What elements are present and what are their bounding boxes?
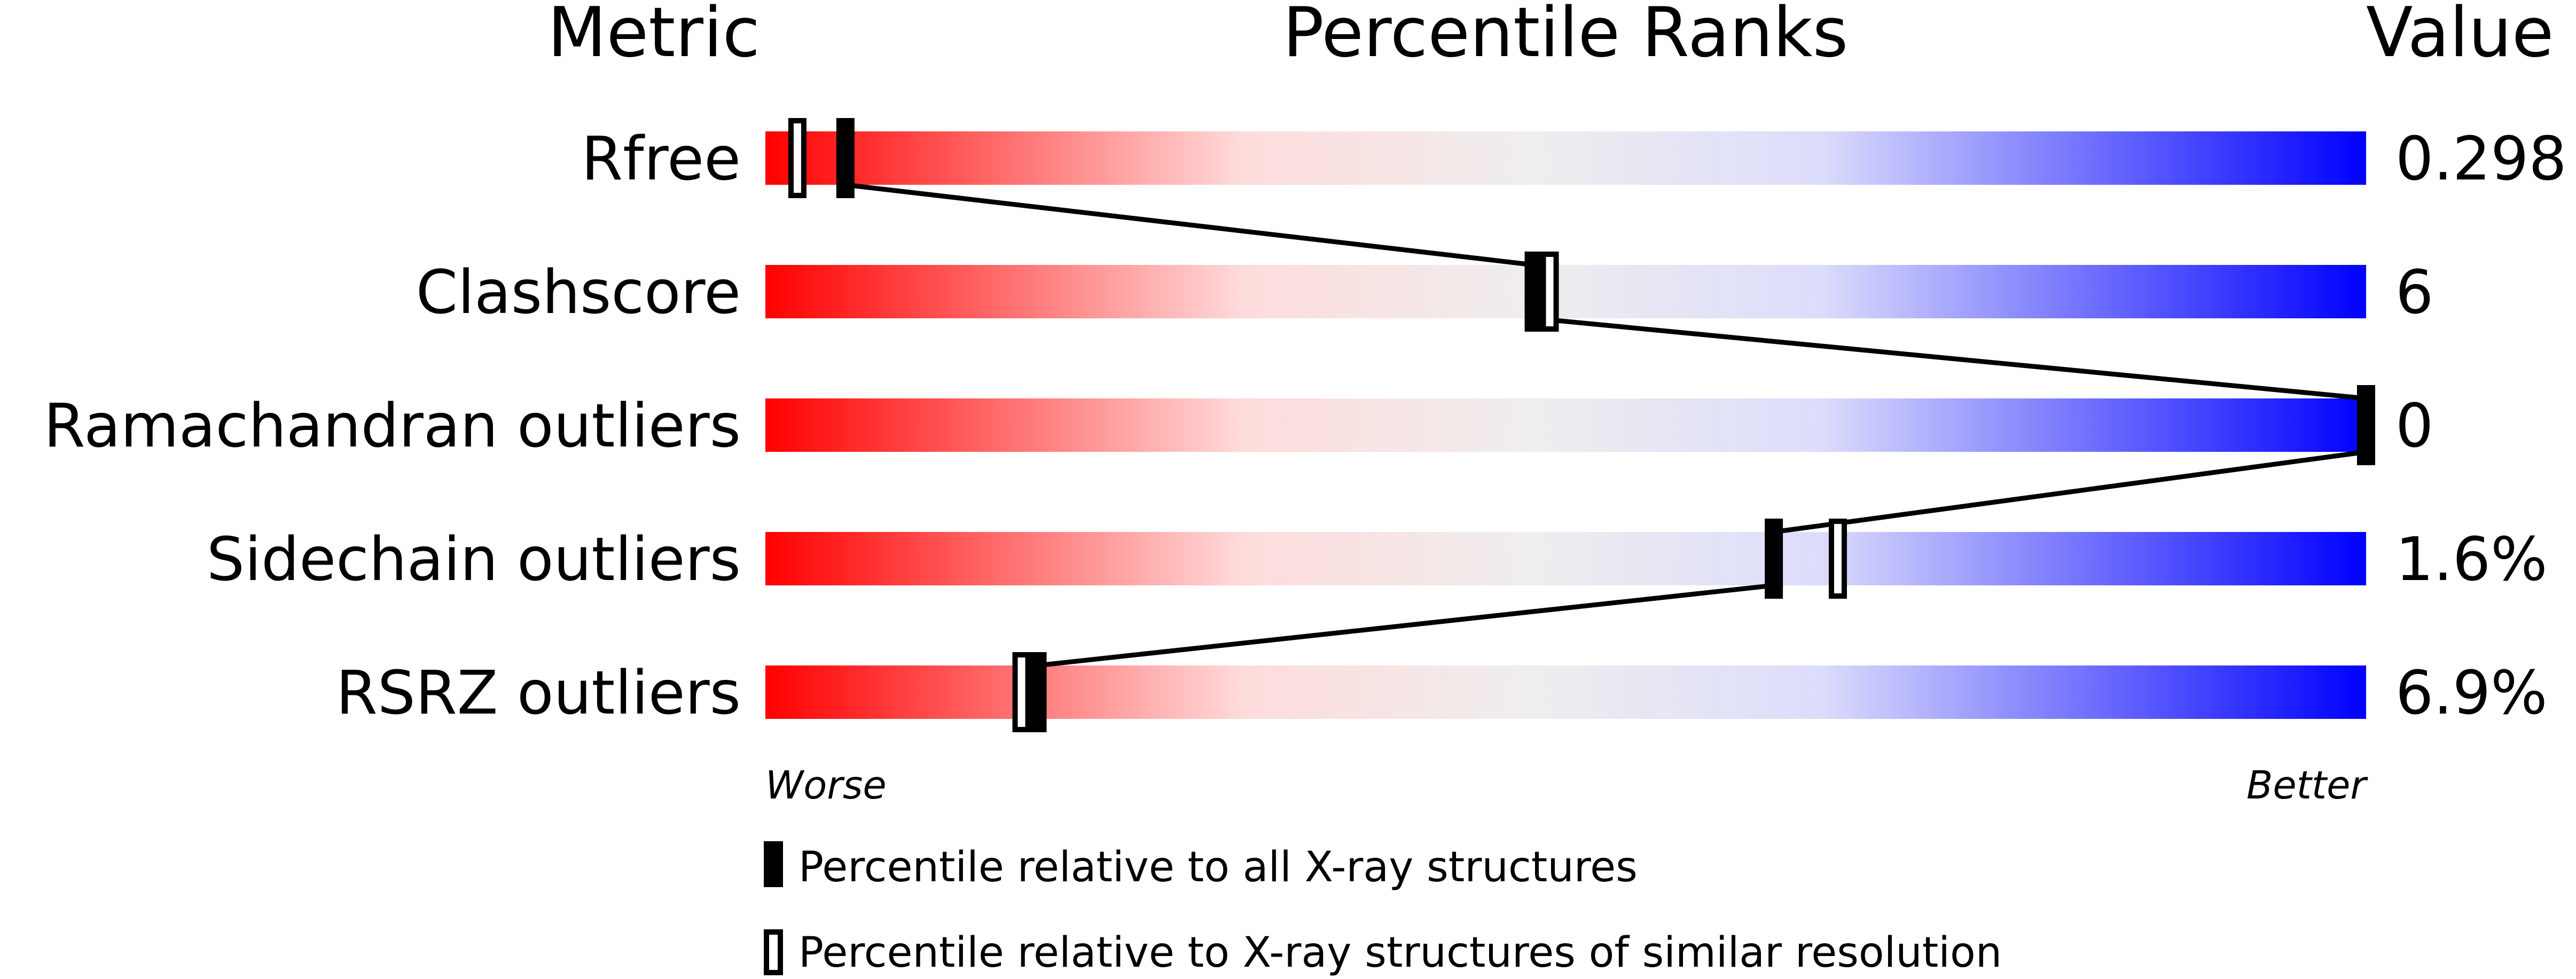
legend-open-marker: [764, 929, 783, 975]
percentile-ranks-header: Percentile Ranks: [1283, 0, 1849, 73]
all-structures-marker-rfree: [836, 118, 855, 198]
percentile-bar-sidechain-outliers: [765, 532, 2366, 585]
connector-line: [1773, 449, 2367, 535]
similar-resolution-marker-sidechain-outliers: [1828, 519, 1847, 599]
all-structures-marker-sidechain-outliers: [1765, 519, 1783, 599]
connector-line: [1037, 583, 1774, 668]
metric-label-clashscore: Clashscore: [416, 258, 741, 327]
percentile-bar-rfree: [765, 131, 2366, 185]
metric-header: Metric: [547, 0, 760, 73]
connector-line: [1533, 316, 2367, 401]
percentile-bar-rsrz-outliers: [765, 665, 2366, 719]
value-header: Value: [2366, 0, 2554, 73]
percentile-bar-clashscore: [765, 265, 2366, 318]
metric-value-rsrz-outliers: 6.9%: [2395, 659, 2548, 728]
all-structures-marker-ramachandran-outliers: [2357, 385, 2375, 465]
percentile-bar-ramachandran-outliers: [765, 398, 2366, 452]
legend-open-label: Percentile relative to X-ray structures …: [798, 929, 2002, 977]
similar-resolution-marker-clashscore: [1540, 252, 1559, 332]
legend-filled-marker: [764, 841, 783, 887]
metric-value-sidechain-outliers: 1.6%: [2395, 525, 2548, 594]
all-structures-marker-clashscore: [1524, 252, 1543, 332]
metric-label-rfree: Rfree: [581, 124, 741, 194]
all-structures-marker-rsrz-outliers: [1028, 652, 1047, 732]
metric-label-rsrz-outliers: RSRZ outliers: [336, 659, 741, 728]
legend-filled-label: Percentile relative to all X-ray structu…: [798, 843, 1638, 891]
metric-value-ramachandran-outliers: 0: [2395, 391, 2433, 461]
better-label: Better: [2246, 763, 2368, 808]
similar-resolution-marker-rfree: [788, 118, 807, 198]
connector-line: [845, 182, 1534, 268]
metric-label-ramachandran-outliers: Ramachandran outliers: [44, 391, 741, 461]
metric-value-clashscore: 6: [2395, 258, 2433, 327]
metric-label-sidechain-outliers: Sidechain outliers: [207, 525, 741, 594]
worse-label: Worse: [765, 763, 887, 808]
similar-resolution-marker-rsrz-outliers: [1012, 652, 1031, 732]
metric-value-rfree: 0.298: [2395, 124, 2567, 194]
